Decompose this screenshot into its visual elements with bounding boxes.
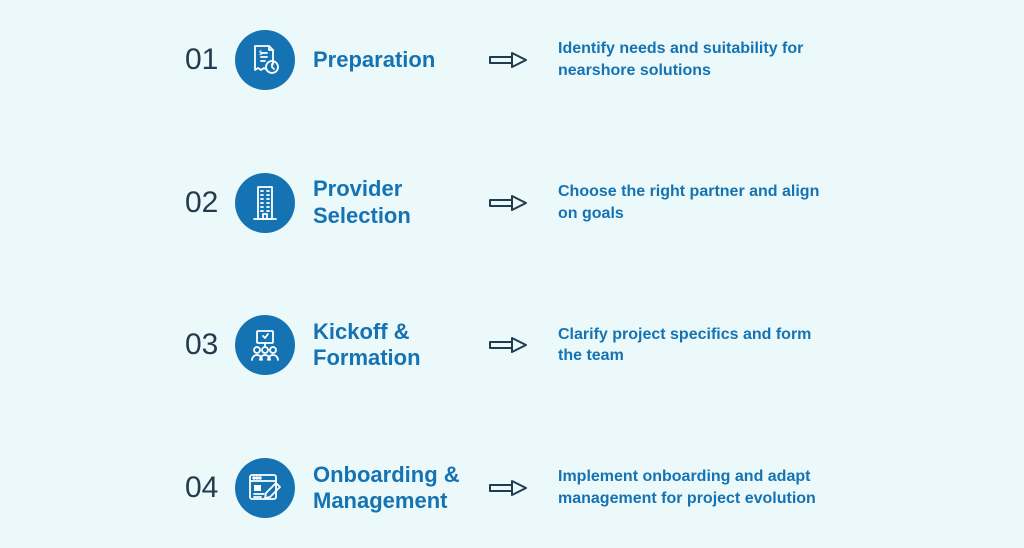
- step-title: Onboarding & Management: [313, 462, 488, 515]
- invoice-icon: $: [247, 42, 283, 78]
- step-row-4: 04 Onboarding & Management Implement onb…: [0, 458, 1024, 518]
- step-icon-circle: [235, 458, 295, 518]
- arrow-icon: [488, 193, 538, 213]
- step-title: Kickoff & Formation: [313, 319, 488, 372]
- step-number: 02: [185, 186, 235, 220]
- step-number: 04: [185, 471, 235, 505]
- step-icon-circle: [235, 173, 295, 233]
- step-row-2: 02 Provider Selection Choose the right p…: [0, 173, 1024, 233]
- step-icon-circle: $: [235, 30, 295, 90]
- step-desc: Implement onboarding and adapt managemen…: [558, 466, 838, 509]
- arrow-icon: [488, 335, 538, 355]
- step-desc: Identify needs and suitability for nears…: [558, 38, 838, 81]
- step-number: 03: [185, 328, 235, 362]
- building-icon: [247, 183, 283, 223]
- step-desc: Clarify project specifics and form the t…: [558, 324, 838, 367]
- step-desc: Choose the right partner and align on go…: [558, 181, 838, 224]
- step-icon-circle: [235, 315, 295, 375]
- arrow-icon: [488, 478, 538, 498]
- team-icon: [245, 327, 285, 363]
- arrow-icon: [488, 50, 538, 70]
- step-row-1: 01 $ Preparation Identify needs and suit…: [0, 30, 1024, 90]
- browser-edit-icon: [246, 471, 284, 505]
- step-title: Preparation: [313, 47, 488, 73]
- step-title: Provider Selection: [313, 176, 488, 229]
- step-row-3: 03 Kickoff & Formation Clarify project s…: [0, 315, 1024, 375]
- svg-text:$: $: [259, 51, 263, 57]
- step-number: 01: [185, 43, 235, 77]
